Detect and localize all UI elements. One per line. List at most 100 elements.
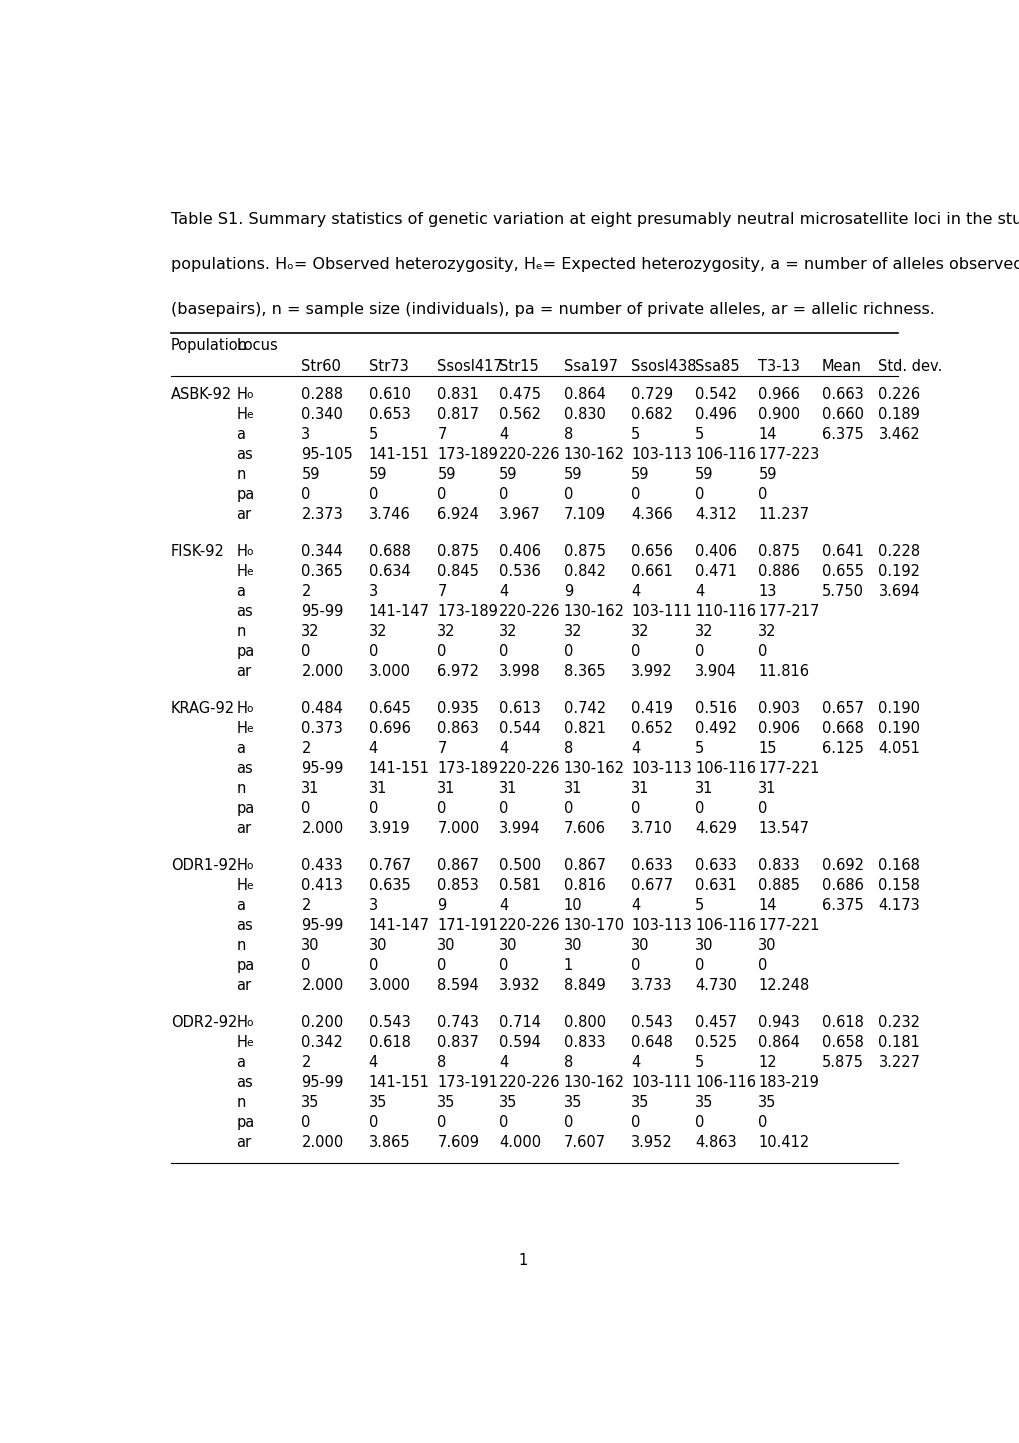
Text: 0.613: 0.613 <box>498 701 540 716</box>
Text: 4: 4 <box>498 898 507 913</box>
Text: 3.994: 3.994 <box>498 821 540 835</box>
Text: 0.496: 0.496 <box>694 407 737 421</box>
Text: as: as <box>236 918 253 932</box>
Text: 106-116: 106-116 <box>694 447 755 462</box>
Text: 0: 0 <box>631 958 640 973</box>
Text: 0.373: 0.373 <box>302 722 342 736</box>
Text: pa: pa <box>236 644 255 659</box>
Text: a: a <box>236 898 246 913</box>
Text: ar: ar <box>236 978 252 993</box>
Text: 2.000: 2.000 <box>302 821 343 835</box>
Text: 0.168: 0.168 <box>877 857 919 873</box>
Text: 0: 0 <box>368 1115 378 1130</box>
Text: n: n <box>236 623 246 639</box>
Text: e: e <box>247 724 253 734</box>
Text: 0: 0 <box>302 1115 311 1130</box>
Text: 4.000: 4.000 <box>498 1134 541 1150</box>
Text: 3: 3 <box>368 584 377 599</box>
Text: 0: 0 <box>694 801 704 815</box>
Text: 0.645: 0.645 <box>368 701 410 716</box>
Text: 0.830: 0.830 <box>564 407 605 421</box>
Text: 103-111: 103-111 <box>631 603 691 619</box>
Text: 59: 59 <box>757 468 776 482</box>
Text: 0.906: 0.906 <box>757 722 800 736</box>
Text: 0: 0 <box>631 801 640 815</box>
Text: 0.635: 0.635 <box>368 877 410 893</box>
Text: 0.943: 0.943 <box>757 1014 799 1030</box>
Text: 13.547: 13.547 <box>757 821 808 835</box>
Text: 0: 0 <box>757 644 767 659</box>
Text: 7: 7 <box>437 740 446 756</box>
Text: 95-105: 95-105 <box>302 447 353 462</box>
Text: 0.406: 0.406 <box>694 544 737 558</box>
Text: 0.657: 0.657 <box>820 701 863 716</box>
Text: 0.158: 0.158 <box>877 877 919 893</box>
Text: 110-116: 110-116 <box>694 603 755 619</box>
Text: n: n <box>236 938 246 952</box>
Text: 31: 31 <box>498 781 517 797</box>
Text: 220-226: 220-226 <box>498 447 560 462</box>
Text: 0.433: 0.433 <box>302 857 342 873</box>
Text: 2: 2 <box>302 898 311 913</box>
Text: 0: 0 <box>437 958 446 973</box>
Text: 30: 30 <box>694 938 713 952</box>
Text: 4: 4 <box>498 584 507 599</box>
Text: 0.800: 0.800 <box>564 1014 605 1030</box>
Text: 0.525: 0.525 <box>694 1035 737 1051</box>
Text: 0.935: 0.935 <box>437 701 479 716</box>
Text: 3.746: 3.746 <box>368 506 410 522</box>
Text: 0.875: 0.875 <box>757 544 800 558</box>
Text: 0.232: 0.232 <box>877 1014 919 1030</box>
Text: 31: 31 <box>631 781 649 797</box>
Text: 3.932: 3.932 <box>498 978 540 993</box>
Text: n: n <box>236 468 246 482</box>
Text: 0.682: 0.682 <box>631 407 673 421</box>
Text: 130-162: 130-162 <box>564 447 625 462</box>
Text: 183-219: 183-219 <box>757 1075 818 1089</box>
Text: 3.904: 3.904 <box>694 664 736 678</box>
Text: (basepairs), n = sample size (individuals), pa = number of private alleles, ar =: (basepairs), n = sample size (individual… <box>171 302 934 316</box>
Text: 103-113: 103-113 <box>631 447 691 462</box>
Text: 0.228: 0.228 <box>877 544 920 558</box>
Text: 11.816: 11.816 <box>757 664 808 678</box>
Text: FISK-92: FISK-92 <box>171 544 224 558</box>
Text: 0.816: 0.816 <box>564 877 605 893</box>
Text: 0: 0 <box>631 486 640 502</box>
Text: 0.842: 0.842 <box>564 564 605 579</box>
Text: 0.656: 0.656 <box>631 544 673 558</box>
Text: 10: 10 <box>564 898 582 913</box>
Text: 0.192: 0.192 <box>877 564 919 579</box>
Text: 8.365: 8.365 <box>564 664 605 678</box>
Text: Ssosl417: Ssosl417 <box>437 359 502 374</box>
Text: 3.952: 3.952 <box>631 1134 673 1150</box>
Text: ar: ar <box>236 1134 252 1150</box>
Text: 4.629: 4.629 <box>694 821 737 835</box>
Text: 0: 0 <box>757 801 767 815</box>
Text: 35: 35 <box>368 1095 386 1110</box>
Text: 0.190: 0.190 <box>877 722 919 736</box>
Text: 59: 59 <box>498 468 517 482</box>
Text: 0.413: 0.413 <box>302 877 342 893</box>
Text: 0.618: 0.618 <box>368 1035 410 1051</box>
Text: 173-189: 173-189 <box>437 603 497 619</box>
Text: 4.173: 4.173 <box>877 898 919 913</box>
Text: e: e <box>247 567 253 577</box>
Text: 0.610: 0.610 <box>368 387 411 401</box>
Text: 32: 32 <box>302 623 320 639</box>
Text: 0: 0 <box>564 644 573 659</box>
Text: Str73: Str73 <box>368 359 408 374</box>
Text: 0.658: 0.658 <box>820 1035 863 1051</box>
Text: 32: 32 <box>564 623 582 639</box>
Text: 12.248: 12.248 <box>757 978 809 993</box>
Text: 106-116: 106-116 <box>694 918 755 932</box>
Text: e: e <box>247 880 253 890</box>
Text: 4: 4 <box>631 898 640 913</box>
Text: 0.668: 0.668 <box>820 722 863 736</box>
Text: 0: 0 <box>694 1115 704 1130</box>
Text: 173-191: 173-191 <box>437 1075 497 1089</box>
Text: 3.000: 3.000 <box>368 664 411 678</box>
Text: 4: 4 <box>498 1055 507 1069</box>
Text: a: a <box>236 427 246 442</box>
Text: 0.365: 0.365 <box>302 564 342 579</box>
Text: 0.886: 0.886 <box>757 564 800 579</box>
